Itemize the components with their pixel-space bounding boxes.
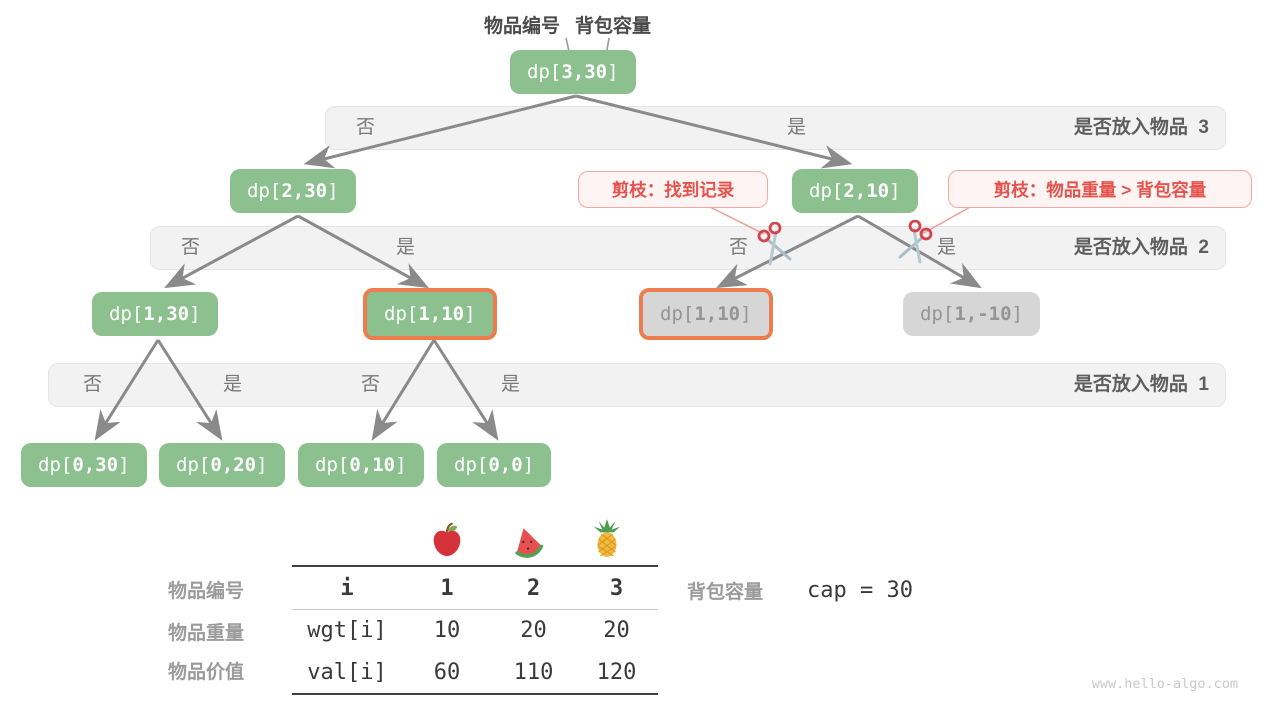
band-title: 是否放入物品 3	[1073, 117, 1209, 138]
node-text: dp[	[384, 303, 419, 325]
watermelon-icon	[514, 528, 544, 558]
dp-node-1-neg10-pruned: dp[1,-10]	[903, 292, 1040, 336]
node-value: 0,0	[488, 454, 523, 476]
decision-band-item1: 否 是 否 是 是否放入物品 1	[48, 363, 1226, 407]
apple-icon	[433, 522, 461, 557]
knapsack-capacity: 背包容量 cap = 30	[687, 577, 913, 604]
table-row-weights: wgt[i] 10 20 20	[292, 610, 658, 651]
dp-node-0-10: dp[0,10]	[298, 443, 424, 487]
cell-item-id: 1	[440, 575, 454, 601]
item-index-label: 物品编号	[484, 16, 561, 37]
node-value: 2,10	[843, 180, 890, 202]
dp-node-0-0: dp[0,0]	[437, 443, 552, 487]
dp-node-0-30: dp[0,30]	[21, 443, 147, 487]
pruning-text: 剪枝：物品重量 > 背包容量	[993, 179, 1207, 200]
answer-yes: 是	[396, 237, 416, 258]
node-text: dp[	[920, 303, 955, 325]
cell-item-id: 2	[526, 575, 541, 601]
node-text: ]	[889, 180, 901, 202]
node-text: dp[	[809, 180, 844, 202]
answer-no: 否	[181, 237, 201, 258]
cell-weight: 20	[520, 618, 547, 643]
cell-weight: 10	[433, 618, 461, 643]
node-text: dp[	[38, 454, 73, 476]
node-value: 3,30	[561, 61, 608, 83]
node-value: 0,20	[210, 454, 257, 476]
band-title: 是否放入物品 1	[1073, 374, 1209, 395]
answer-no: 否	[361, 374, 381, 395]
pruning-bubble-weight-exceeds: 剪枝：物品重量 > 背包容量	[948, 170, 1252, 208]
watermark: www.hello-algo.com	[1091, 676, 1238, 692]
node-text: dp[	[109, 303, 144, 325]
decision-band-item3: 否 是 是否放入物品 3	[325, 106, 1226, 150]
node-text: ]	[464, 303, 476, 325]
cell-value: 60	[433, 659, 461, 685]
capacity-value: cap = 30	[807, 578, 913, 603]
dp-node-3-30: dp[3,30]	[510, 50, 636, 94]
dp-node-2-30: dp[2,30]	[230, 169, 356, 213]
scissors-icon	[898, 220, 933, 264]
decision-band-item2: 否 是 否 是 是否放入物品 2	[150, 226, 1226, 270]
row-label-item-index: 物品编号	[168, 581, 245, 602]
answer-no: 否	[729, 237, 749, 258]
answer-yes: 是	[937, 237, 957, 258]
answer-yes: 是	[787, 117, 807, 138]
cell-item-id: 3	[609, 575, 624, 601]
cell-index-header: i	[340, 575, 354, 601]
node-value: 0,30	[72, 454, 119, 476]
node-text: dp[	[660, 303, 695, 325]
node-text: ]	[189, 303, 201, 325]
answer-no: 否	[356, 117, 376, 138]
node-value: 0,10	[349, 454, 396, 476]
cell-weight: 20	[603, 618, 630, 643]
node-field-labels: 物品编号 背包容量	[484, 11, 651, 38]
answer-no: 否	[83, 374, 103, 395]
table-row-header: i 1 2 3	[292, 567, 658, 610]
node-text: dp[	[176, 454, 211, 476]
node-text: ]	[1011, 303, 1023, 325]
capacity-label: 背包容量	[575, 16, 652, 37]
dp-node-0-20: dp[0,20]	[159, 443, 285, 487]
answer-yes: 是	[223, 374, 243, 395]
cell-value: 110	[513, 659, 554, 685]
node-value: 1,10	[418, 303, 465, 325]
pruning-bubble-found-record: 剪枝：找到记录	[578, 171, 768, 208]
node-text: ]	[607, 61, 619, 83]
node-value: 1,10	[694, 303, 741, 325]
row-label-item-weight: 物品重量	[168, 623, 245, 644]
node-text: dp[	[454, 454, 489, 476]
cell-weight-name: wgt[i]	[307, 618, 387, 643]
dp-node-2-10: dp[2,10]	[792, 169, 918, 213]
pineapple-icon	[593, 519, 621, 557]
dp-node-1-10-memoized: dp[1,10]	[639, 288, 773, 340]
band-title: 是否放入物品 2	[1073, 237, 1209, 258]
capacity-label: 背包容量	[687, 582, 764, 603]
dp-node-1-30: dp[1,30]	[92, 292, 218, 336]
node-text: dp[	[315, 454, 350, 476]
node-value: 1,30	[143, 303, 190, 325]
node-text: ]	[118, 454, 130, 476]
dp-node-1-10-highlighted: dp[1,10]	[363, 288, 497, 340]
node-text: ]	[327, 180, 339, 202]
cell-value-name: val[i]	[307, 659, 387, 685]
node-value: 2,30	[281, 180, 328, 202]
node-text: ]	[740, 303, 752, 325]
cell-value: 120	[596, 659, 637, 685]
scissors-icon	[757, 222, 792, 266]
node-value: 1,-10	[954, 303, 1012, 325]
items-table: i 1 2 3 wgt[i] 10 20 20 val[i] 60 110 12…	[292, 565, 658, 695]
node-text: dp[	[247, 180, 282, 202]
table-row-values: val[i] 60 110 120	[292, 651, 658, 693]
answer-yes: 是	[501, 374, 521, 395]
node-text: ]	[256, 454, 268, 476]
node-text: ]	[522, 454, 535, 476]
pruning-text: 剪枝：找到记录	[611, 180, 735, 200]
node-text: ]	[395, 454, 407, 476]
node-text: dp[	[527, 61, 562, 83]
row-label-item-value: 物品价值	[168, 662, 245, 683]
